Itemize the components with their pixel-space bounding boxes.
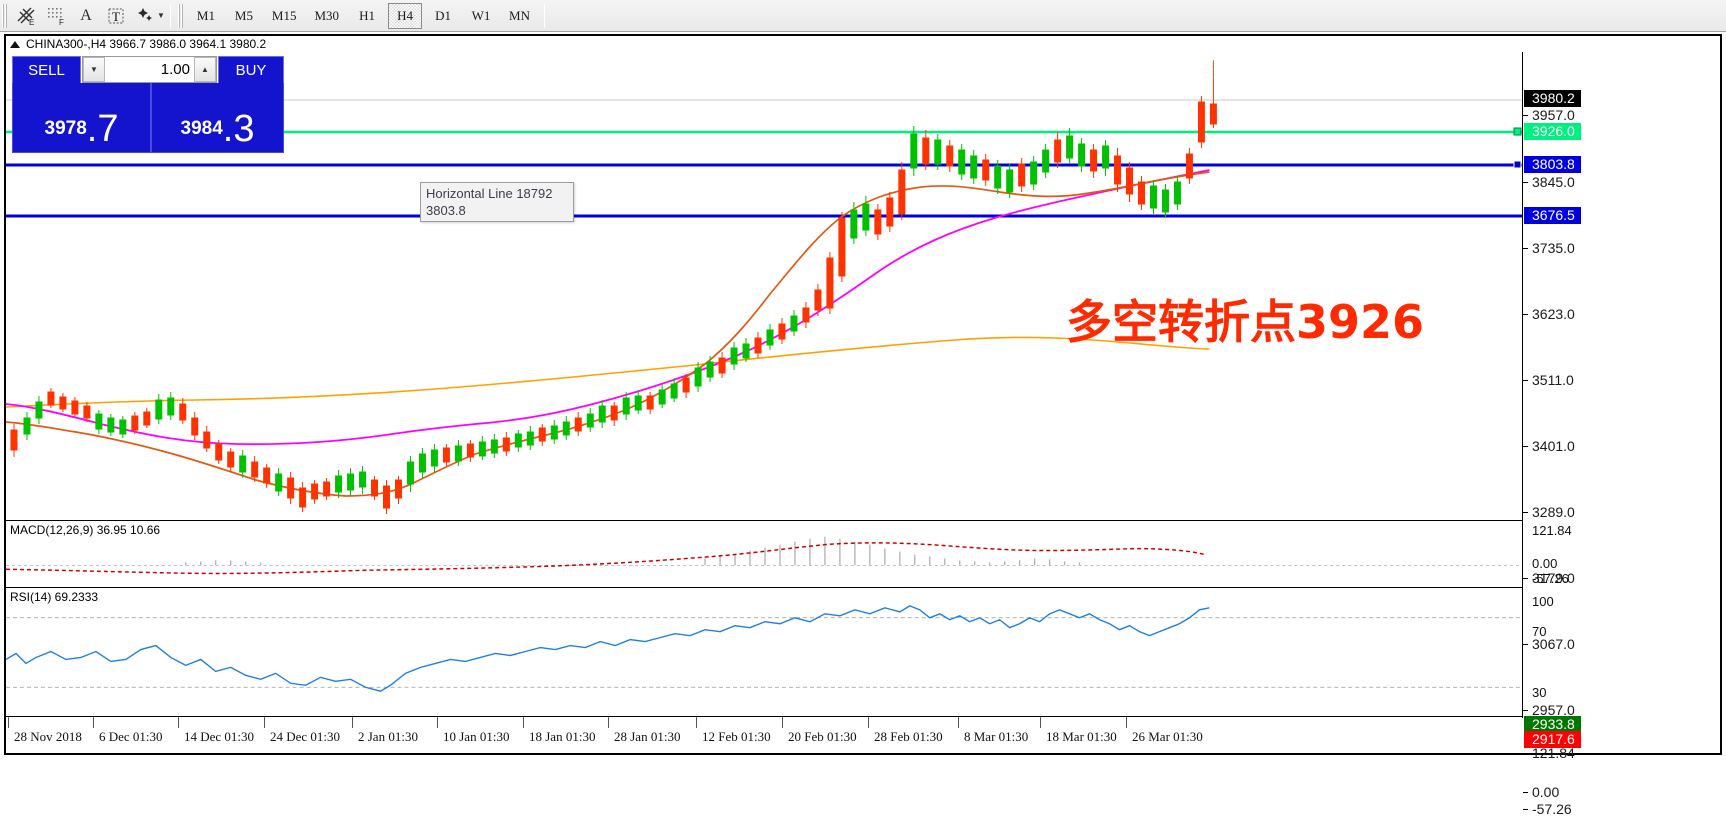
chart-annotation-text: 多空转折点3926	[1066, 295, 1425, 349]
time-label-6: 18 Jan 01:30	[522, 717, 596, 744]
time-label-11: 8 Mar 01:30	[957, 717, 1029, 744]
price-tick-3735: 3735.0	[1523, 241, 1575, 256]
toolbar-drag-handle[interactable]	[2, 3, 8, 28]
tooltip-title: Horizontal Line 18792	[426, 186, 553, 201]
templates-icon[interactable]	[131, 2, 161, 30]
hline-tag-3676[interactable]: 3676.5	[1524, 207, 1581, 224]
sell-button[interactable]: SELL	[12, 56, 81, 83]
object-tooltip: Horizontal Line 18792 3803.8	[420, 182, 574, 222]
hline-handle-3803	[1513, 160, 1522, 169]
svg-text:T: T	[112, 9, 120, 24]
rsi-line	[6, 605, 1210, 692]
timeframe-h4[interactable]: H4	[388, 2, 423, 29]
macd-canvas	[6, 536, 1522, 575]
volume-input[interactable]: 1.00	[160, 61, 190, 78]
rsi-label: RSI(14) 69.2333	[10, 590, 99, 604]
timeframe-h1[interactable]: H1	[359, 7, 375, 23]
ma-slow-line	[6, 336, 1210, 408]
time-label-9: 20 Feb 01:30	[782, 717, 857, 744]
price-tick-3623: 3623.0	[1523, 307, 1575, 322]
volume-decrement-button[interactable]: ▼	[83, 57, 105, 82]
price-chart-pane[interactable]	[6, 52, 1522, 514]
timeframe-m30[interactable]: M30	[314, 7, 340, 23]
time-label-8: 12 Feb 01:30	[696, 717, 771, 744]
chart-symbol-header: CHINA300-,H4 3966.7 3986.0 3964.1 3980.2	[6, 36, 1720, 52]
timeframe-m5[interactable]: M5	[234, 7, 253, 23]
hline-tag-3926[interactable]: 3926.0	[1524, 123, 1581, 140]
chart-bars-icon[interactable]: E	[11, 2, 41, 30]
symbol-ohlc-text: CHINA300-,H4 3966.7 3986.0 3964.1 3980.2	[26, 37, 267, 51]
ma-mid-line	[6, 169, 1210, 446]
macd-label: MACD(12,26,9) 36.95 10.66	[10, 523, 161, 537]
timeframe-m1[interactable]: M1	[196, 7, 215, 23]
last-price-tag: 3980.2	[1524, 90, 1581, 107]
time-label-12: 18 Mar 01:30	[1040, 717, 1117, 744]
svg-text:E: E	[29, 18, 34, 27]
ma-fast-line	[6, 171, 1210, 497]
toolbar-separator	[169, 3, 171, 28]
rsi-indicator-pane[interactable]: RSI(14) 69.2333	[6, 587, 1522, 718]
collapse-triangle-icon[interactable]	[10, 40, 20, 48]
chevron-down-icon[interactable]: ▼	[157, 11, 165, 20]
timeframe-bar-drag-handle[interactable]	[177, 3, 184, 28]
price-tick-3511: 3511.0	[1523, 373, 1574, 388]
toolbar-separator-2	[544, 3, 545, 28]
price-tick-3401: 3401.0	[1523, 439, 1575, 454]
bid-price-tag: 2933.8	[1524, 716, 1581, 733]
buy-price-decimal: .3	[222, 108, 255, 150]
volume-increment-button[interactable]: ▲	[194, 57, 216, 82]
timeframe-mn[interactable]: MN	[509, 7, 530, 23]
timeframe-w1[interactable]: W1	[471, 7, 491, 23]
rsi-canvas	[6, 605, 1522, 692]
sell-price-display[interactable]: 3978 .7	[12, 83, 151, 153]
price-tick-2957: 2957.0	[1523, 703, 1575, 718]
chart-window[interactable]: CHINA300-,H4 3966.7 3986.0 3964.1 3980.2	[4, 34, 1722, 817]
price-tick-3179: 3179.0	[1523, 571, 1575, 586]
time-label-0: 28 Nov 2018	[8, 717, 82, 744]
timeframe-m15[interactable]: M15	[271, 7, 297, 23]
time-label-4: 2 Jan 01:30	[352, 717, 418, 744]
buy-price-display[interactable]: 3984 .3	[151, 83, 284, 153]
time-label-5: 10 Jan 01:30	[436, 717, 510, 744]
trade-panel-top-row: SELL ▼ 1.00 ▲ BUY	[12, 56, 284, 83]
macd-signal-line	[6, 542, 1205, 575]
buy-price-integer: 3984	[180, 118, 223, 139]
sell-price-decimal: .7	[86, 108, 119, 150]
time-scale[interactable]: 28 Nov 2018 6 Dec 01:30 14 Dec 01:30 24 …	[6, 716, 1522, 753]
time-label-3: 24 Dec 01:30	[263, 717, 341, 744]
text-object-icon[interactable]: T	[101, 2, 131, 30]
time-label-13: 26 Mar 01:30	[1126, 717, 1203, 744]
price-chart-canvas	[6, 60, 1522, 514]
macd-tick-zero: 0.00	[1523, 785, 1559, 800]
text-label-icon[interactable]: A	[80, 6, 92, 24]
price-tick-3845: 3845.0	[1523, 175, 1575, 190]
buy-button[interactable]: BUY	[218, 56, 284, 83]
trade-panel-prices: 3978 .7 3984 .3	[12, 83, 284, 153]
macd-indicator-pane[interactable]: MACD(12,26,9) 36.95 10.66	[6, 520, 1522, 586]
time-label-7: 28 Jan 01:30	[607, 717, 681, 744]
svg-text:F: F	[59, 18, 64, 27]
sell-price-integer: 3978	[44, 118, 87, 139]
price-tick-3957: 3957.0	[1523, 108, 1575, 123]
time-label-1: 6 Dec 01:30	[93, 717, 163, 744]
volume-stepper[interactable]: ▼ 1.00 ▲	[82, 56, 217, 83]
chart-toolbar: E F A T	[0, 0, 1726, 32]
macd-tick-min: -57.26	[1523, 802, 1572, 817]
price-tick-3289: 3289.0	[1523, 505, 1575, 520]
hline-handle-3926	[1513, 127, 1522, 136]
one-click-trading-panel[interactable]: SELL ▼ 1.00 ▲ BUY 3978 .7 3984 .3	[12, 56, 284, 153]
time-label-10: 28 Feb 01:30	[868, 717, 943, 744]
price-scale[interactable]: 3957.0 3845.0 3735.0 3623.0 3511.0 3401.…	[1522, 52, 1720, 817]
tooltip-value: 3803.8	[426, 203, 466, 218]
time-label-2: 14 Dec 01:30	[177, 717, 255, 744]
ask-price-tag: 2917.6	[1524, 731, 1581, 748]
macd-tick-max: 121.84	[1523, 746, 1575, 761]
candlestick-series	[10, 62, 1217, 514]
price-tick-3067: 3067.0	[1523, 637, 1575, 652]
hline-tag-3803[interactable]: 3803.8	[1524, 156, 1581, 173]
timeframe-d1[interactable]: D1	[435, 7, 451, 23]
grid-icon[interactable]: F	[41, 2, 71, 30]
